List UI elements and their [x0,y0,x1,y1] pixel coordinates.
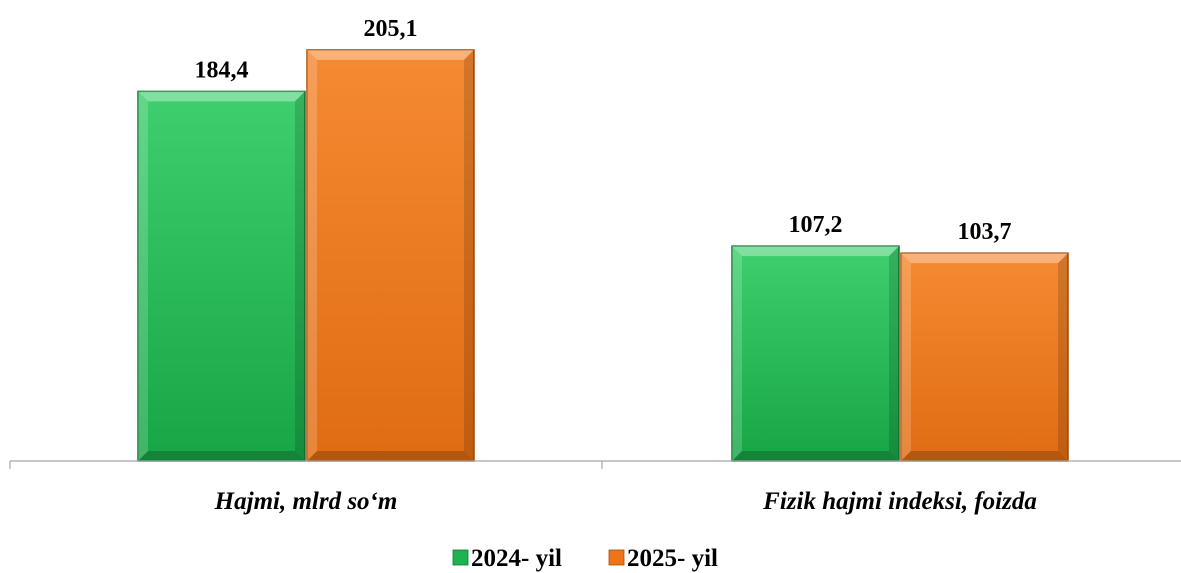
category-label-1: Fizik hajmi indeksi, foizda [762,488,1037,515]
bar-bevel-bottom [901,451,1068,461]
bar-bevel-bottom [732,451,899,461]
value-label-2024-0: 184,4 [195,57,249,83]
bar-2024-0 [137,90,306,462]
bar-bevel-bottom [307,451,474,461]
bar-body [900,252,1069,462]
bar-bevel-top [901,253,1068,264]
bar-body [137,90,306,462]
bar-bevel-right [295,91,305,462]
value-label-2025-1: 103,7 [958,219,1012,245]
value-label-2024-1: 107,2 [789,212,843,238]
bar-bevel-right [889,246,899,461]
bar-bevel-left [138,91,148,462]
bar-bevel-left [901,253,911,461]
category-labels-group: Hajmi, mlrd so‘m Fizik hajmi indeksi, fo… [214,488,1037,515]
category-label-0: Hajmi, mlrd so‘m [214,488,398,515]
x-axis [9,460,1181,469]
legend-item-2025: 2025- yil [608,545,718,572]
legend-label-2024: 2024- yil [471,545,562,572]
bar-body [731,245,900,462]
bar-bevel-top [307,49,474,60]
bars-group [137,49,1069,462]
legend: 2024- yil 2025- yil [452,545,718,572]
legend-label-2025: 2025- yil [627,545,718,572]
value-label-2025-0: 205,1 [364,16,418,42]
bar-2025-1 [900,252,1069,462]
bar-bevel-right [1058,253,1068,461]
bar-2025-0 [306,49,475,462]
bar-bevel-left [732,246,742,461]
legend-swatch-2025 [608,549,625,566]
legend-item-2024: 2024- yil [452,545,562,572]
bar-bevel-left [307,49,317,461]
bar-bevel-right [464,49,474,461]
bar-body [306,49,475,462]
bar-bevel-top [138,91,305,102]
bar-2024-1 [731,245,900,462]
bar-bevel-top [732,246,899,257]
legend-swatch-2024 [452,549,469,566]
value-labels-group: 184,4 107,2 205,1 103,7 [195,16,1012,245]
bar-bevel-bottom [138,451,305,461]
